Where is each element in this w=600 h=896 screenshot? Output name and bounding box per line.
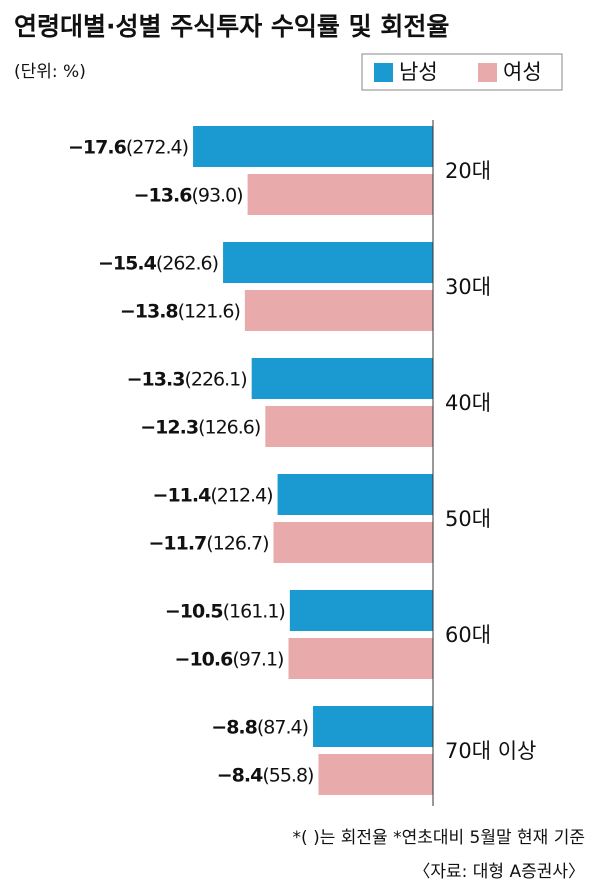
value-label: −8.8 bbox=[211, 716, 257, 738]
data-label: −12.3(126.6) bbox=[140, 416, 260, 438]
data-label: −15.4(262.6) bbox=[98, 252, 218, 274]
legend-label: 남성 bbox=[399, 60, 438, 84]
turnover-label: (126.6) bbox=[198, 416, 260, 438]
bar bbox=[288, 638, 433, 679]
bar bbox=[313, 706, 433, 747]
data-label: −10.6(97.1) bbox=[175, 648, 284, 670]
value-label: −12.3 bbox=[140, 416, 198, 438]
data-label: −13.6(93.0) bbox=[134, 184, 243, 206]
data-label: −11.4(212.4) bbox=[153, 484, 273, 506]
value-label: −15.4 bbox=[98, 252, 157, 274]
value-label: −8.4 bbox=[217, 764, 263, 786]
bar bbox=[251, 358, 433, 399]
data-label: −13.3(226.1) bbox=[127, 368, 247, 390]
turnover-label: (121.6) bbox=[178, 300, 240, 322]
source: 〈자료: 대형 A증권사〉 bbox=[413, 862, 585, 882]
category-label: 40대 bbox=[445, 391, 491, 415]
legend-label: 여성 bbox=[503, 60, 542, 84]
turnover-label: (97.1) bbox=[232, 648, 283, 670]
bar bbox=[244, 290, 433, 331]
turnover-label: (226.1) bbox=[184, 368, 246, 390]
bar bbox=[223, 242, 433, 283]
turnover-label: (161.1) bbox=[223, 600, 285, 622]
category-label: 60대 bbox=[445, 623, 491, 647]
legend-swatch bbox=[478, 63, 497, 82]
bar bbox=[247, 174, 433, 215]
footnote: *( )는 회전율 *연초대비 5월말 현재 기준 bbox=[293, 828, 585, 848]
legend-box bbox=[361, 53, 563, 91]
data-label: −11.7(126.7) bbox=[148, 532, 268, 554]
category-label: 20대 bbox=[445, 159, 491, 183]
bar bbox=[289, 590, 433, 631]
turnover-label: (93.0) bbox=[191, 184, 242, 206]
chart-title: 연령대별·성별 주식투자 수익률 및 회전율 bbox=[14, 12, 449, 41]
bar bbox=[273, 522, 433, 563]
data-label: −10.5(161.1) bbox=[165, 600, 285, 622]
turnover-label: (272.4) bbox=[126, 136, 188, 158]
data-label: −8.8(87.4) bbox=[211, 716, 308, 738]
value-label: −13.6 bbox=[134, 184, 193, 206]
value-label: −11.7 bbox=[148, 532, 206, 554]
unit: (단위: %) bbox=[14, 62, 86, 82]
data-label: −8.4(55.8) bbox=[217, 764, 314, 786]
value-label: −13.3 bbox=[127, 368, 185, 390]
bar bbox=[318, 754, 433, 795]
value-label: −13.8 bbox=[120, 300, 179, 322]
bar bbox=[193, 126, 433, 167]
turnover-label: (126.7) bbox=[206, 532, 268, 554]
value-label: −17.6 bbox=[68, 136, 127, 158]
data-label: −17.6(272.4) bbox=[68, 136, 188, 158]
legend-swatch bbox=[374, 63, 393, 82]
category-label: 30대 bbox=[445, 275, 491, 299]
category-label: 70대 이상 bbox=[445, 739, 536, 763]
data-label: −13.8(121.6) bbox=[120, 300, 240, 322]
turnover-label: (87.4) bbox=[257, 716, 308, 738]
value-label: −10.6 bbox=[175, 648, 234, 670]
turnover-label: (55.8) bbox=[262, 764, 313, 786]
value-label: −11.4 bbox=[153, 484, 212, 506]
turnover-label: (212.4) bbox=[210, 484, 272, 506]
bar bbox=[265, 406, 433, 447]
bar bbox=[277, 474, 433, 515]
turnover-label: (262.6) bbox=[156, 252, 218, 274]
value-label: −10.5 bbox=[165, 600, 223, 622]
category-label: 50대 bbox=[445, 507, 491, 531]
